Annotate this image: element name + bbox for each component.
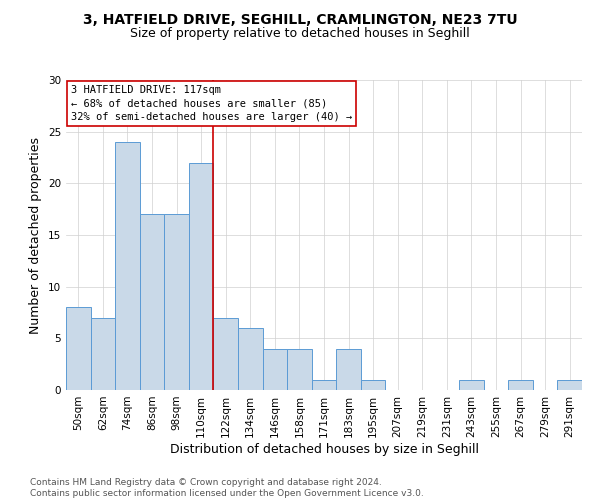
Bar bbox=[66, 308, 91, 390]
Bar bbox=[557, 380, 582, 390]
X-axis label: Distribution of detached houses by size in Seghill: Distribution of detached houses by size … bbox=[170, 442, 479, 456]
Bar bbox=[91, 318, 115, 390]
Text: Contains HM Land Registry data © Crown copyright and database right 2024.
Contai: Contains HM Land Registry data © Crown c… bbox=[30, 478, 424, 498]
Bar bbox=[459, 380, 484, 390]
Bar bbox=[164, 214, 189, 390]
Bar bbox=[140, 214, 164, 390]
Bar bbox=[115, 142, 140, 390]
Bar bbox=[287, 348, 312, 390]
Text: 3 HATFIELD DRIVE: 117sqm
← 68% of detached houses are smaller (85)
32% of semi-d: 3 HATFIELD DRIVE: 117sqm ← 68% of detach… bbox=[71, 85, 352, 122]
Y-axis label: Number of detached properties: Number of detached properties bbox=[29, 136, 43, 334]
Bar bbox=[238, 328, 263, 390]
Bar bbox=[189, 162, 214, 390]
Bar bbox=[214, 318, 238, 390]
Bar bbox=[336, 348, 361, 390]
Bar bbox=[263, 348, 287, 390]
Text: 3, HATFIELD DRIVE, SEGHILL, CRAMLINGTON, NE23 7TU: 3, HATFIELD DRIVE, SEGHILL, CRAMLINGTON,… bbox=[83, 12, 517, 26]
Bar bbox=[361, 380, 385, 390]
Text: Size of property relative to detached houses in Seghill: Size of property relative to detached ho… bbox=[130, 28, 470, 40]
Bar bbox=[312, 380, 336, 390]
Bar bbox=[508, 380, 533, 390]
